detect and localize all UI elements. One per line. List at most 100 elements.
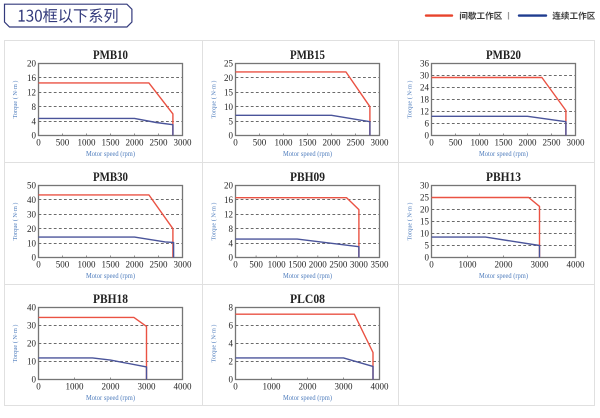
svg-text:0: 0 <box>233 260 238 270</box>
svg-text:Torque ( N·m ): Torque ( N·m ) <box>210 203 217 241</box>
svg-text:PMB30: PMB30 <box>93 170 128 184</box>
svg-text:50: 50 <box>27 181 37 191</box>
svg-text:4000: 4000 <box>371 382 390 392</box>
svg-text:18: 18 <box>420 95 430 105</box>
svg-text:Torque ( N·m ): Torque ( N·m ) <box>12 81 19 119</box>
svg-text:2500: 2500 <box>150 260 169 270</box>
svg-text:Motor speed (rpm): Motor speed (rpm) <box>283 394 333 402</box>
svg-text:Motor speed (rpm): Motor speed (rpm) <box>86 272 136 280</box>
svg-text:15: 15 <box>420 217 430 227</box>
svg-text:Torque ( N·m ): Torque ( N·m ) <box>210 81 217 119</box>
svg-text:2500: 2500 <box>150 138 169 148</box>
svg-text:40: 40 <box>27 195 37 205</box>
svg-text:0: 0 <box>429 138 434 148</box>
svg-text:3000: 3000 <box>335 382 354 392</box>
svg-text:1000: 1000 <box>268 260 287 270</box>
svg-text:2000: 2000 <box>299 382 318 392</box>
svg-text:5: 5 <box>425 241 430 251</box>
svg-text:0: 0 <box>233 382 238 392</box>
svg-text:0: 0 <box>32 375 37 385</box>
svg-text:40: 40 <box>27 303 37 313</box>
svg-text:PMB15: PMB15 <box>290 48 325 62</box>
svg-text:6: 6 <box>425 119 430 129</box>
svg-text:1000: 1000 <box>263 382 282 392</box>
svg-text:25: 25 <box>224 59 234 69</box>
svg-text:2500: 2500 <box>329 260 348 270</box>
svg-text:20: 20 <box>420 205 430 215</box>
svg-text:12: 12 <box>224 210 233 220</box>
svg-text:Motor speed (rpm): Motor speed (rpm) <box>283 150 333 158</box>
svg-text:500: 500 <box>249 260 263 270</box>
svg-text:16: 16 <box>224 195 234 205</box>
svg-text:3000: 3000 <box>371 138 390 148</box>
svg-text:1000: 1000 <box>459 260 478 270</box>
svg-text:1500: 1500 <box>102 138 121 148</box>
svg-text:8: 8 <box>32 102 37 112</box>
svg-text:2000: 2000 <box>126 138 145 148</box>
svg-text:30: 30 <box>420 71 430 81</box>
svg-text:12: 12 <box>27 88 36 98</box>
svg-text:0: 0 <box>36 382 41 392</box>
svg-text:8: 8 <box>229 224 234 234</box>
svg-text:4000: 4000 <box>174 382 193 392</box>
svg-text:Motor speed (rpm): Motor speed (rpm) <box>479 272 529 280</box>
svg-text:15: 15 <box>224 88 234 98</box>
svg-text:Torque ( N·m ): Torque ( N·m ) <box>12 203 19 241</box>
svg-text:10: 10 <box>27 357 37 367</box>
svg-text:2000: 2000 <box>126 260 145 270</box>
svg-text:1000: 1000 <box>471 138 490 148</box>
svg-text:1500: 1500 <box>288 260 307 270</box>
svg-text:2000: 2000 <box>519 138 538 148</box>
svg-text:30: 30 <box>27 210 37 220</box>
svg-text:1000: 1000 <box>66 382 85 392</box>
svg-text:1000: 1000 <box>78 260 97 270</box>
svg-text:16: 16 <box>27 73 37 83</box>
svg-text:1000: 1000 <box>78 138 97 148</box>
svg-text:3000: 3000 <box>174 138 193 148</box>
svg-text:4: 4 <box>229 238 234 248</box>
svg-text:0: 0 <box>32 253 37 263</box>
svg-text:0: 0 <box>36 138 41 148</box>
svg-text:2000: 2000 <box>495 260 514 270</box>
svg-text:30: 30 <box>420 181 430 191</box>
svg-text:36: 36 <box>420 59 430 69</box>
svg-text:500: 500 <box>253 138 267 148</box>
svg-text:PLC08: PLC08 <box>290 292 325 306</box>
svg-text:1500: 1500 <box>102 260 121 270</box>
svg-text:6: 6 <box>229 321 234 331</box>
svg-text:10: 10 <box>224 102 234 112</box>
svg-text:PMB20: PMB20 <box>486 48 521 62</box>
svg-text:0: 0 <box>229 131 234 141</box>
svg-text:0: 0 <box>425 253 430 263</box>
svg-text:2500: 2500 <box>543 138 562 148</box>
svg-text:500: 500 <box>56 138 70 148</box>
svg-text:PBH13: PBH13 <box>486 170 521 184</box>
svg-text:30: 30 <box>27 321 37 331</box>
svg-text:Motor speed (rpm): Motor speed (rpm) <box>479 150 529 158</box>
svg-text:20: 20 <box>224 73 234 83</box>
svg-text:10: 10 <box>27 238 37 248</box>
svg-text:24: 24 <box>420 83 430 93</box>
svg-text:2000: 2000 <box>309 260 328 270</box>
svg-text:0: 0 <box>229 253 234 263</box>
svg-text:20: 20 <box>27 224 37 234</box>
svg-text:8: 8 <box>229 303 234 313</box>
svg-text:5: 5 <box>229 116 234 126</box>
svg-text:PBH18: PBH18 <box>93 292 128 306</box>
svg-text:500: 500 <box>56 260 70 270</box>
svg-text:0: 0 <box>233 138 238 148</box>
svg-text:3000: 3000 <box>531 260 550 270</box>
svg-text:Motor speed (rpm): Motor speed (rpm) <box>86 394 136 402</box>
svg-text:Torque ( N·m ): Torque ( N·m ) <box>210 325 217 363</box>
svg-text:3500: 3500 <box>371 260 390 270</box>
svg-text:PBH09: PBH09 <box>290 170 325 184</box>
svg-text:1000: 1000 <box>275 138 294 148</box>
svg-text:3000: 3000 <box>350 260 369 270</box>
svg-text:25: 25 <box>420 193 430 203</box>
svg-text:1500: 1500 <box>495 138 514 148</box>
svg-text:4000: 4000 <box>567 260 586 270</box>
svg-text:0: 0 <box>36 260 41 270</box>
svg-text:20: 20 <box>27 339 37 349</box>
svg-text:Torque ( N·m ): Torque ( N·m ) <box>406 203 413 241</box>
svg-text:0: 0 <box>429 260 434 270</box>
